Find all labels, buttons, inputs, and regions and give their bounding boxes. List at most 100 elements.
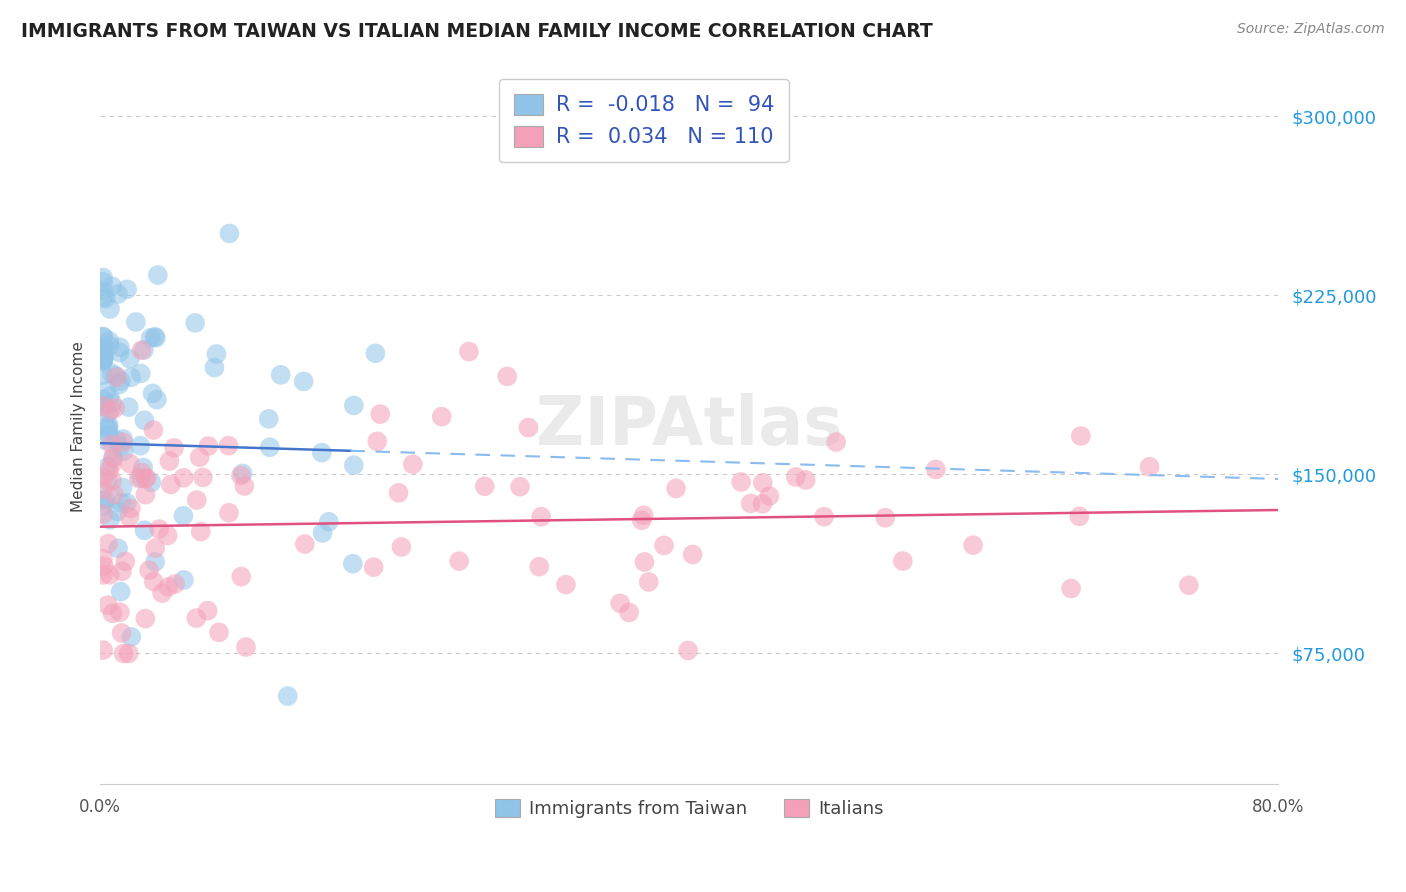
Point	[110, 626, 132, 640]
Point	[509, 480, 531, 494]
Point	[1139, 459, 1161, 474]
Point	[107, 287, 129, 301]
Point	[91, 551, 114, 566]
Point	[91, 275, 114, 289]
Point	[143, 555, 166, 569]
Point	[97, 406, 120, 420]
Point	[110, 374, 132, 388]
Point	[93, 559, 115, 574]
Legend: Immigrants from Taiwan, Italians: Immigrants from Taiwan, Italians	[488, 792, 890, 825]
Point	[143, 329, 166, 343]
Point	[343, 458, 366, 473]
Point	[387, 485, 409, 500]
Point	[91, 399, 114, 413]
Point	[120, 457, 142, 471]
Point	[134, 524, 156, 538]
Text: IMMIGRANTS FROM TAIWAN VS ITALIAN MEDIAN FAMILY INCOME CORRELATION CHART: IMMIGRANTS FROM TAIWAN VS ITALIAN MEDIAN…	[21, 22, 932, 41]
Point	[91, 392, 114, 407]
Point	[98, 567, 121, 582]
Point	[108, 340, 131, 354]
Point	[1060, 582, 1083, 596]
Point	[101, 607, 124, 621]
Point	[97, 598, 120, 612]
Point	[294, 537, 316, 551]
Point	[97, 475, 120, 489]
Point	[292, 375, 315, 389]
Point	[129, 367, 152, 381]
Point	[173, 471, 195, 485]
Point	[97, 427, 120, 442]
Point	[740, 496, 762, 510]
Point	[148, 522, 170, 536]
Point	[131, 466, 153, 480]
Point	[91, 508, 114, 522]
Point	[91, 368, 114, 382]
Point	[160, 477, 183, 491]
Point	[98, 389, 121, 403]
Point	[188, 450, 211, 465]
Point	[142, 574, 165, 589]
Point	[91, 353, 114, 368]
Point	[925, 462, 948, 476]
Point	[143, 541, 166, 556]
Point	[364, 346, 387, 360]
Point	[97, 418, 120, 433]
Point	[91, 340, 114, 354]
Point	[105, 433, 128, 447]
Point	[98, 301, 121, 316]
Point	[108, 345, 131, 359]
Point	[277, 689, 299, 703]
Point	[91, 284, 114, 298]
Point	[218, 439, 240, 453]
Point	[633, 508, 655, 523]
Point	[108, 440, 131, 454]
Point	[231, 569, 253, 583]
Point	[138, 563, 160, 577]
Point	[91, 339, 114, 353]
Point	[676, 643, 699, 657]
Point	[891, 554, 914, 568]
Point	[366, 434, 388, 449]
Point	[105, 370, 128, 384]
Point	[112, 432, 135, 446]
Point	[91, 291, 114, 305]
Point	[96, 419, 118, 434]
Point	[751, 497, 773, 511]
Point	[150, 586, 173, 600]
Point	[218, 227, 240, 241]
Point	[259, 440, 281, 454]
Point	[682, 548, 704, 562]
Point	[496, 369, 519, 384]
Point	[129, 471, 152, 485]
Point	[318, 515, 340, 529]
Point	[235, 640, 257, 654]
Point	[530, 509, 553, 524]
Point	[125, 315, 148, 329]
Point	[157, 580, 180, 594]
Point	[204, 360, 226, 375]
Point	[813, 509, 835, 524]
Point	[131, 343, 153, 358]
Point	[98, 513, 121, 527]
Point	[191, 470, 214, 484]
Point	[172, 508, 194, 523]
Point	[637, 574, 659, 589]
Point	[103, 487, 125, 501]
Point	[730, 475, 752, 489]
Point	[218, 506, 240, 520]
Point	[114, 554, 136, 568]
Point	[232, 467, 254, 481]
Point	[115, 496, 138, 510]
Point	[529, 559, 551, 574]
Point	[402, 457, 425, 471]
Point	[118, 351, 141, 366]
Point	[91, 270, 114, 285]
Point	[257, 412, 280, 426]
Point	[120, 501, 142, 516]
Point	[517, 420, 540, 434]
Point	[110, 496, 132, 510]
Point	[163, 441, 186, 455]
Point	[117, 400, 139, 414]
Point	[270, 368, 292, 382]
Point	[97, 459, 120, 474]
